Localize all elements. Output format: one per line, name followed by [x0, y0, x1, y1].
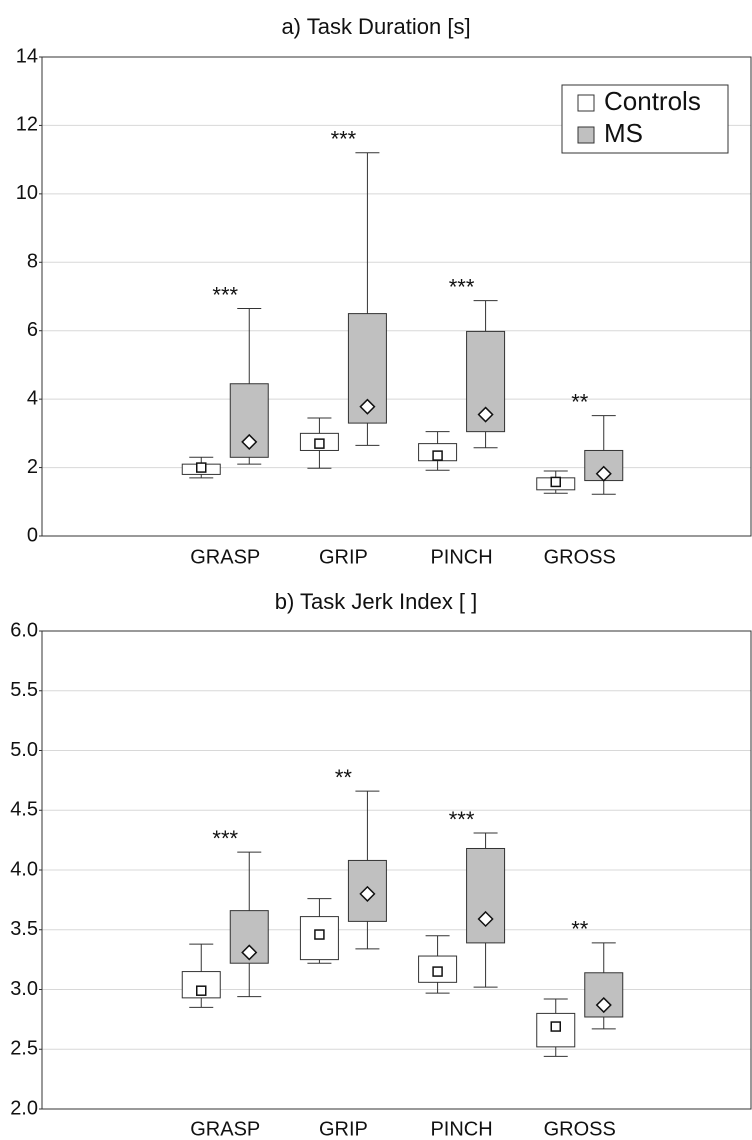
significance-label: ***	[212, 826, 238, 851]
legend-label: Controls	[604, 86, 701, 116]
box	[466, 847, 506, 944]
y-tick-label: 3.0	[10, 978, 38, 1000]
box	[347, 859, 387, 922]
chart-title: a) Task Duration [s]	[281, 14, 470, 39]
y-tick-label: 4.0	[10, 858, 38, 880]
significance-label: **	[571, 389, 589, 414]
legend-swatch	[577, 126, 595, 144]
significance-label: **	[571, 917, 589, 942]
mean-marker	[477, 910, 494, 928]
significance-label: ***	[212, 282, 238, 307]
mean-marker	[314, 929, 325, 940]
mean-marker	[241, 433, 258, 450]
significance-label: **	[335, 765, 353, 790]
y-tick-label: 4	[27, 387, 38, 409]
mean-marker	[196, 985, 207, 996]
legend-swatch	[577, 94, 595, 112]
significance-label: ***	[449, 807, 475, 832]
mean-marker	[550, 1021, 561, 1032]
x-tick-label: GROSS	[544, 546, 616, 568]
mean-marker	[359, 885, 376, 902]
y-tick-label: 10	[16, 182, 38, 204]
y-tick-label: 2.0	[10, 1097, 38, 1119]
plot-frame	[41, 630, 752, 1110]
mean-marker	[359, 398, 376, 415]
chart-title: b) Task Jerk Index [ ]	[275, 589, 478, 614]
y-tick-label: 0	[27, 524, 38, 546]
significance-label: ***	[449, 274, 475, 299]
mean-marker	[241, 944, 258, 961]
y-tick-label: 5.5	[10, 679, 38, 701]
mean-marker	[314, 438, 325, 449]
x-tick-label: GRIP	[319, 546, 368, 568]
mean-marker	[196, 462, 207, 473]
y-tick-label: 4.5	[10, 799, 38, 821]
mean-marker	[595, 996, 612, 1014]
box	[181, 971, 221, 999]
y-tick-label: 3.5	[10, 918, 38, 940]
y-tick-label: 2	[27, 456, 38, 478]
box	[418, 955, 458, 983]
x-tick-label: GROSS	[544, 1118, 616, 1140]
x-tick-label: PINCH	[430, 1118, 492, 1140]
y-tick-label: 5.0	[10, 739, 38, 761]
y-tick-label: 6.0	[10, 619, 38, 641]
x-tick-label: GRIP	[319, 1118, 368, 1140]
mean-marker	[595, 465, 612, 482]
y-tick-label: 2.5	[10, 1038, 38, 1060]
mean-marker	[432, 966, 443, 977]
mean-marker	[432, 450, 443, 461]
box	[536, 1012, 576, 1048]
y-tick-label: 6	[27, 319, 38, 341]
legend-label: MS	[604, 118, 643, 148]
x-tick-label: PINCH	[430, 546, 492, 568]
mean-marker	[477, 406, 494, 423]
significance-label: ***	[331, 127, 357, 152]
y-tick-label: 8	[27, 251, 38, 273]
y-tick-label: 12	[16, 114, 38, 136]
x-tick-label: GRASP	[190, 546, 260, 568]
mean-marker	[550, 476, 561, 488]
x-tick-label: GRASP	[190, 1118, 260, 1140]
plot-frame	[41, 56, 752, 537]
y-tick-label: 14	[16, 45, 38, 67]
